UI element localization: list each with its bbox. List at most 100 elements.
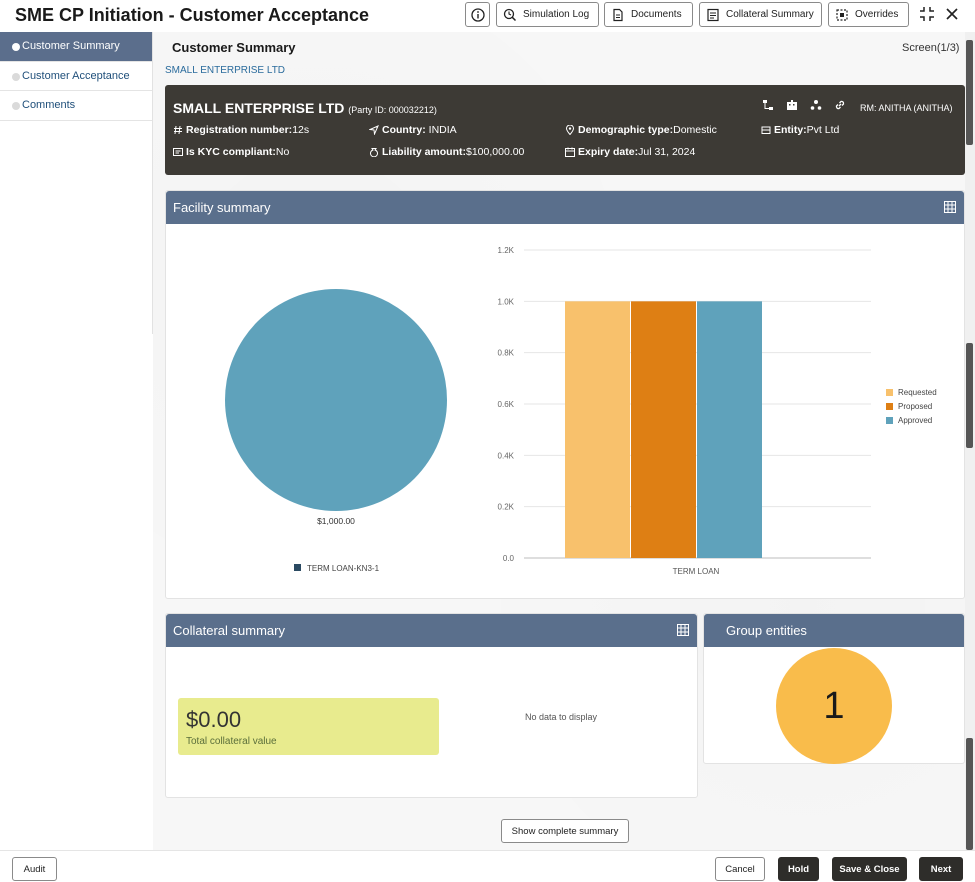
party-name: SMALL ENTERPRISE LTD (Party ID: 00003221… <box>173 100 437 116</box>
scrollbar-thumb-top[interactable] <box>966 40 973 145</box>
legend-approved[interactable]: Approved <box>886 416 932 425</box>
bar-requested[interactable] <box>565 301 630 558</box>
screen-indicator: Screen(1/3) <box>902 42 960 54</box>
page-header-title: SME CP Initiation - Customer Acceptance <box>15 5 370 25</box>
nav-step-dot <box>12 102 20 110</box>
relationship-manager: RM: ANITHA (ANITHA) <box>860 103 953 113</box>
collateral-summary-button[interactable]: Collateral Summary <box>699 2 822 27</box>
hold-button[interactable]: Hold <box>778 857 819 881</box>
footer-bar: Audit Cancel Hold Save & Close Next <box>0 850 975 882</box>
nav-step-dot <box>12 72 20 81</box>
show-complete-summary-button[interactable]: Show complete summary <box>501 819 629 843</box>
legend-proposed[interactable]: Proposed <box>886 402 932 411</box>
expiry-date-value: Jul 31, 2024 <box>638 146 696 158</box>
kyc-compliant-value: No <box>275 146 290 158</box>
liability-amount-label: Liability amount: <box>382 146 466 158</box>
party-name-text: SMALL ENTERPRISE LTD <box>173 100 345 116</box>
save-close-button[interactable]: Save & Close <box>832 857 907 881</box>
pie-legend-swatch <box>294 564 301 571</box>
nav-item-comments[interactable]: Comments <box>0 91 152 121</box>
nav-item-customer-acceptance[interactable]: Customer Acceptance <box>0 62 152 91</box>
facility-summary-header: Facility summary <box>166 191 964 224</box>
table-view-icon[interactable] <box>677 624 689 636</box>
bar-x-tick-label: TERM LOAN <box>673 567 720 576</box>
table-view-icon[interactable] <box>944 201 956 213</box>
legend-label-requested: Requested <box>898 388 937 397</box>
demographic-type-label: Demographic type: <box>578 124 674 136</box>
nav-item-label: Customer Acceptance <box>22 69 130 82</box>
bar-proposed[interactable] <box>631 301 696 558</box>
pie-slice[interactable] <box>225 289 447 511</box>
country: Country: INDIA <box>369 124 457 136</box>
total-collateral-card: $0.00 Total collateral value <box>178 698 439 755</box>
group-entities-title: Group entities <box>726 623 807 638</box>
legend-label-approved: Approved <box>898 416 933 425</box>
pie-data-label: $1,000.00 <box>317 516 355 526</box>
group-icon[interactable] <box>810 99 822 111</box>
registration-number-value: 12s <box>292 124 310 136</box>
simulation-log-button[interactable]: Simulation Log <box>496 2 599 27</box>
documents-icon <box>613 8 623 21</box>
id-card-icon <box>173 148 183 156</box>
party-id: (Party ID: 000032212) <box>348 105 437 115</box>
kyc-compliant-label: Is KYC compliant: <box>186 146 276 158</box>
country-value: INDIA <box>425 124 457 136</box>
bar-approved[interactable] <box>697 301 762 558</box>
collateral-summary-label: Collateral Summary <box>726 9 814 20</box>
next-button[interactable]: Next <box>919 857 963 881</box>
registration-number: Registration number:12s <box>173 124 309 136</box>
legend-swatch-approved <box>886 417 893 424</box>
hierarchy-icon[interactable] <box>762 99 774 111</box>
scrollbar-thumb-middle[interactable] <box>966 343 973 448</box>
facility-pie-chart: $1,000.00 TERM LOAN-KN3-1 <box>225 289 447 573</box>
party-details-card: SMALL ENTERPRISE LTD (Party ID: 00003221… <box>165 85 965 175</box>
collateral-summary-title: Collateral summary <box>173 623 285 638</box>
demographic-type-value: Domestic <box>673 124 717 136</box>
party-name-link[interactable]: SMALL ENTERPRISE LTD <box>165 65 286 76</box>
legend-requested[interactable]: Requested <box>886 388 937 397</box>
audit-button[interactable]: Audit <box>12 857 57 881</box>
close-button[interactable] <box>942 4 962 24</box>
y-tick-label: 0.8K <box>498 349 515 358</box>
simulation-log-label: Simulation Log <box>523 9 590 20</box>
hash-icon <box>174 125 182 135</box>
legend-label-proposed: Proposed <box>898 402 933 411</box>
y-tick-label: 0.6K <box>498 400 515 409</box>
documents-label: Documents <box>631 9 682 20</box>
money-bag-icon <box>370 148 378 157</box>
info-button[interactable] <box>465 2 490 27</box>
y-tick-label: 0.0 <box>503 554 515 563</box>
y-tick-label: 0.4K <box>498 451 515 460</box>
scrollbar-thumb-bottom[interactable] <box>966 738 973 850</box>
legend-swatch-proposed <box>886 403 893 410</box>
overrides-button[interactable]: Overrides <box>828 2 909 27</box>
total-collateral-value: $0.00 <box>186 707 242 732</box>
collapse-button[interactable] <box>917 4 937 24</box>
liability-amount: Liability amount:$100,000.00 <box>369 146 524 158</box>
entity-value: Pvt Ltd <box>806 124 840 136</box>
calendar-icon <box>565 147 575 157</box>
nav-step-dot <box>12 43 20 51</box>
liability-amount-value: $100,000.00 <box>466 146 525 158</box>
building-icon[interactable] <box>786 99 798 111</box>
link-icon[interactable] <box>834 99 846 111</box>
group-entities-count[interactable]: 1 <box>776 648 892 764</box>
pie-legend-label: TERM LOAN-KN3-1 <box>307 564 380 573</box>
collateral-summary-header: Collateral summary <box>166 614 697 647</box>
collapse-icon <box>920 7 934 21</box>
nav-item-label: Comments <box>22 99 76 112</box>
nav-item-label: Customer Summary <box>22 40 120 53</box>
overrides-label: Overrides <box>855 9 899 20</box>
cancel-button[interactable]: Cancel <box>715 857 765 881</box>
no-data-message: No data to display <box>525 712 598 722</box>
expiry-date: Expiry date:Jul 31, 2024 <box>565 146 695 158</box>
group-entities-header: Group entities <box>704 614 964 647</box>
documents-button[interactable]: Documents <box>604 2 693 27</box>
entity-label: Entity: <box>774 124 807 136</box>
page-title: Customer Summary <box>172 40 296 55</box>
bar-chart-bars <box>565 301 762 558</box>
facility-summary-title: Facility summary <box>173 200 271 215</box>
nav-item-customer-summary[interactable]: Customer Summary <box>0 32 152 62</box>
simulation-icon <box>503 8 517 21</box>
expiry-date-label: Expiry date: <box>578 146 639 158</box>
